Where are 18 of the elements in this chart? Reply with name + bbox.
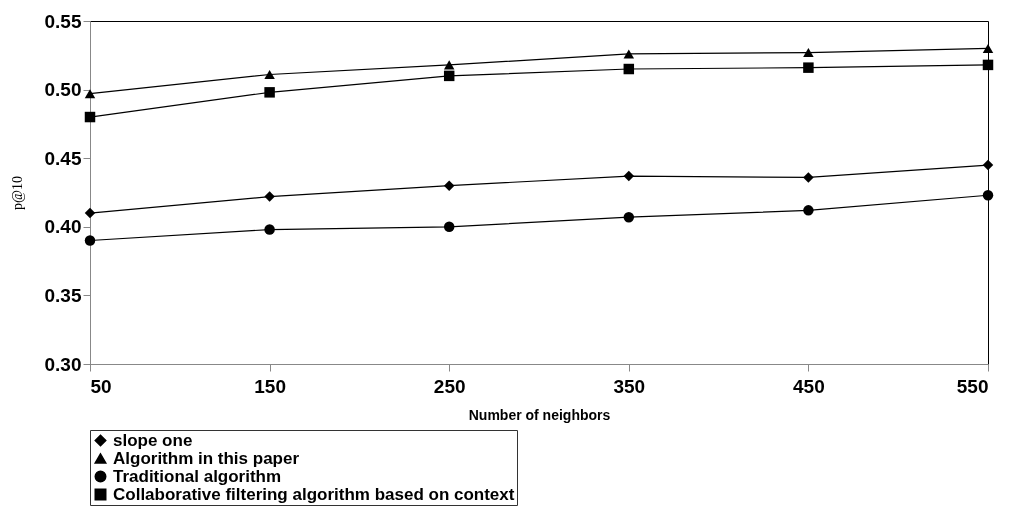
legend-label: Traditional algorithm: [113, 466, 282, 486]
legend-label: slope one: [113, 430, 193, 450]
y-tick-label: 0.45: [44, 147, 82, 169]
x-tick-label: 150: [254, 375, 286, 397]
y-tick-label: 0.40: [44, 216, 82, 238]
y-axis-title: p@10: [9, 176, 25, 210]
x-tick-label: 250: [433, 375, 466, 397]
legend-label: Algorithm in this paper: [113, 448, 300, 468]
y-tick-label: 0.55: [44, 10, 82, 32]
legend-label: Collaborative filtering algorithm based on context: [113, 484, 515, 504]
y-tick-label: 0.30: [44, 353, 82, 375]
x-tick-label: 450: [793, 375, 825, 397]
x-axis-title: Number of neighbors: [468, 406, 611, 423]
x-tick-label: 350: [613, 375, 646, 397]
x-tick-label: 550: [956, 375, 989, 397]
x-tick-label: 50: [90, 375, 112, 397]
y-tick-label: 0.50: [44, 79, 82, 101]
y-tick-label: 0.35: [44, 284, 82, 306]
